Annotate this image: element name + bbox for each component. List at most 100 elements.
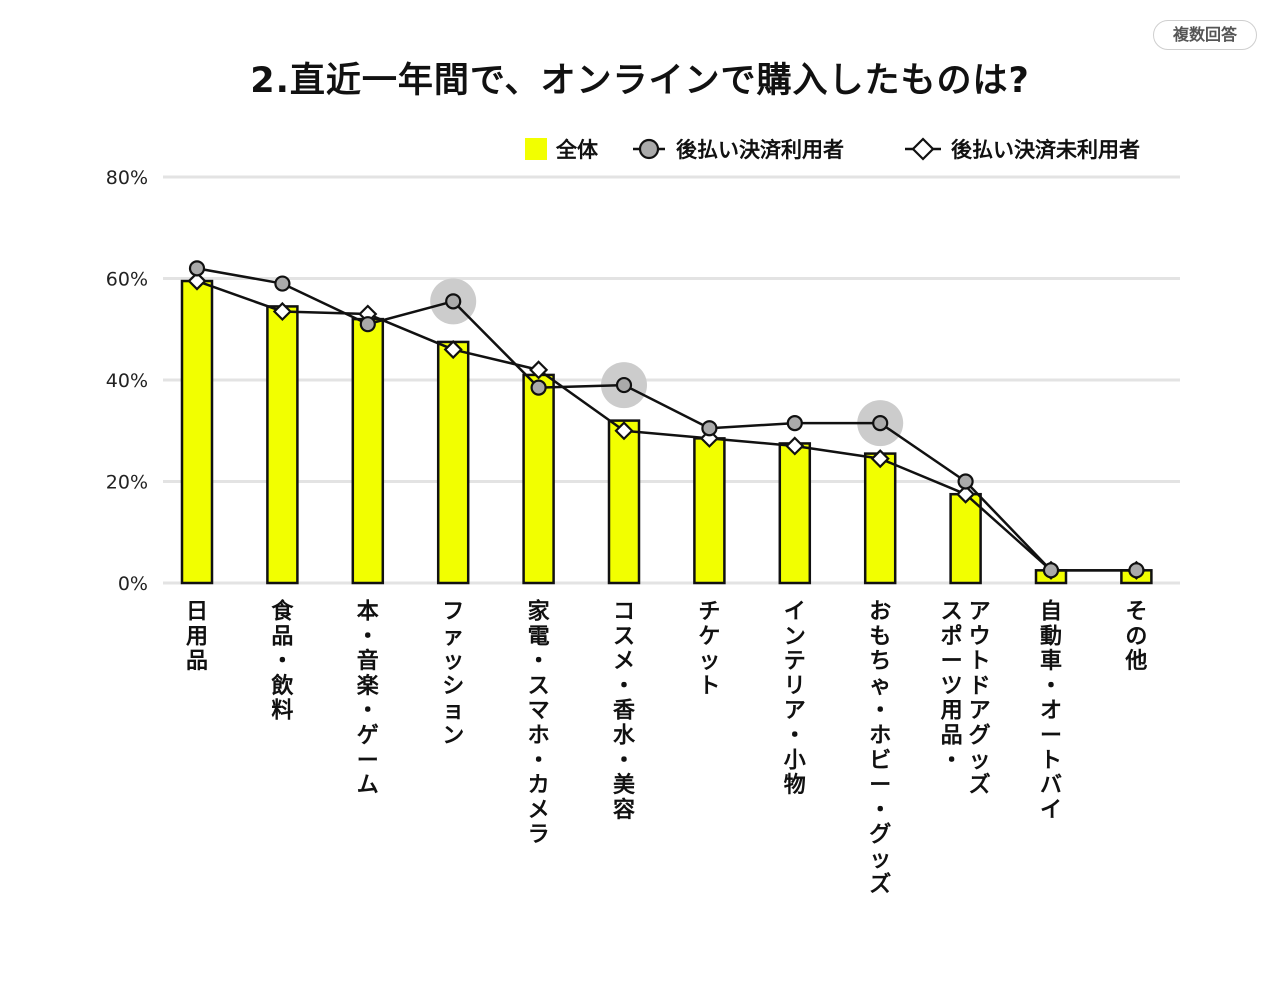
svg-text:ビ: ビ — [869, 748, 891, 773]
svg-text:グ: グ — [969, 723, 991, 749]
svg-text:・: ・ — [1040, 674, 1062, 699]
svg-text:・: ・ — [613, 748, 635, 773]
svg-text:ズ: ズ — [869, 871, 891, 897]
bar — [778, 442, 812, 585]
legend-diamond-marker — [911, 137, 935, 161]
svg-text:ム: ム — [357, 773, 379, 798]
svg-text:ト: ト — [698, 674, 720, 699]
y-tick-label: 40% — [106, 370, 148, 392]
svg-text:・: ・ — [784, 724, 806, 749]
diamond-marker — [614, 421, 634, 441]
svg-text:車: 車 — [1040, 649, 1062, 674]
series-line-2 — [196, 279, 1137, 572]
svg-text:そ: そ — [1125, 600, 1147, 625]
svg-text:テ: テ — [784, 649, 806, 674]
svg-text:ッ: ッ — [969, 748, 991, 773]
x-category-label: 日用品 — [186, 600, 208, 675]
svg-text:ツ: ツ — [941, 674, 963, 699]
x-category-label: その他 — [1124, 600, 1147, 675]
circle-marker — [445, 293, 462, 310]
highlight-halos — [430, 278, 904, 447]
diamond-marker — [272, 301, 292, 322]
svg-text:ン: ン — [442, 724, 464, 749]
svg-text:ョ: ョ — [442, 699, 464, 724]
svg-text:容: 容 — [613, 797, 635, 823]
series-lines — [196, 267, 1137, 572]
svg-text:・: ・ — [528, 748, 550, 773]
svg-text:品: 品 — [941, 724, 963, 749]
svg-text:イ: イ — [784, 600, 806, 625]
svg-text:用: 用 — [186, 624, 208, 649]
svg-text:ー: ー — [869, 773, 891, 798]
circle-marker — [615, 376, 633, 394]
svg-text:ト: ト — [1040, 748, 1062, 773]
svg-text:・: ・ — [869, 798, 891, 823]
bar — [522, 373, 555, 585]
svg-text:ケ: ケ — [698, 624, 720, 649]
svg-text:ホ: ホ — [869, 724, 891, 749]
svg-text:ポ: ポ — [941, 623, 963, 649]
svg-text:ッ: ッ — [698, 649, 720, 674]
svg-text:品: 品 — [186, 649, 208, 674]
svg-text:ズ: ズ — [969, 772, 991, 798]
svg-text:マ: マ — [528, 699, 550, 724]
svg-text:ス: ス — [941, 600, 963, 625]
svg-text:自: 自 — [1040, 599, 1062, 625]
y-tick-label: 0% — [118, 573, 148, 595]
svg-text:・: ・ — [528, 649, 550, 674]
svg-text:メ: メ — [528, 798, 550, 823]
svg-text:イ: イ — [1040, 798, 1062, 823]
svg-text:ホ: ホ — [528, 724, 550, 749]
svg-text:カ: カ — [528, 773, 550, 798]
svg-text:ァ: ァ — [442, 624, 464, 649]
svg-text:ア: ア — [969, 699, 991, 724]
diamond-marker — [956, 484, 976, 504]
x-axis-labels: 日用品食品・飲料本・音楽・ゲームファッション家電・スマホ・カメラコスメ・香水・美… — [186, 599, 1147, 898]
svg-text:ア: ア — [784, 699, 806, 724]
bars-overall — [180, 279, 1153, 585]
svg-text:物: 物 — [784, 772, 806, 798]
svg-text:チ: チ — [698, 600, 720, 625]
svg-text:シ: シ — [442, 674, 464, 699]
y-tick-label: 20% — [106, 472, 148, 494]
bar — [351, 317, 385, 585]
svg-text:バ: バ — [1040, 773, 1062, 798]
legend-label-overall: 全体 — [555, 138, 599, 162]
svg-text:フ: フ — [442, 600, 464, 625]
diamond-marker — [187, 271, 207, 291]
svg-text:品: 品 — [271, 624, 293, 649]
svg-text:お: お — [869, 600, 891, 625]
svg-text:ッ: ッ — [869, 848, 891, 873]
circle-marker — [872, 415, 889, 432]
chart-title: 2.直近一年間で、オンラインで購入したものは? — [250, 61, 1030, 101]
svg-text:用: 用 — [941, 699, 963, 724]
bar — [607, 419, 641, 585]
svg-text:メ: メ — [613, 649, 635, 674]
svg-text:ト: ト — [969, 649, 991, 674]
svg-text:・: ・ — [869, 699, 891, 724]
x-category-label: 本・音楽・ゲーム — [357, 600, 380, 799]
svg-text:の: の — [1125, 624, 1147, 649]
svg-text:他: 他 — [1124, 649, 1147, 674]
svg-text:・: ・ — [613, 674, 635, 699]
svg-text:楽: 楽 — [357, 673, 380, 699]
circle-marker — [530, 379, 547, 396]
multiple-answer-badge: 複数回答 — [1153, 20, 1257, 50]
svg-text:ゲ: ゲ — [357, 724, 379, 749]
bar — [436, 340, 470, 585]
x-category-label: コスメ・香水・美容 — [613, 600, 636, 823]
svg-text:・: ・ — [357, 624, 379, 649]
circle-marker — [188, 260, 206, 277]
svg-text:美: 美 — [613, 772, 636, 798]
svg-text:も: も — [869, 624, 891, 649]
legend-label-users: 後払い決済利用者 — [676, 138, 844, 162]
diamond-marker — [870, 449, 890, 469]
svg-text:ス: ス — [613, 624, 635, 649]
svg-text:電: 電 — [528, 624, 550, 649]
svg-text:ラ: ラ — [528, 823, 550, 848]
